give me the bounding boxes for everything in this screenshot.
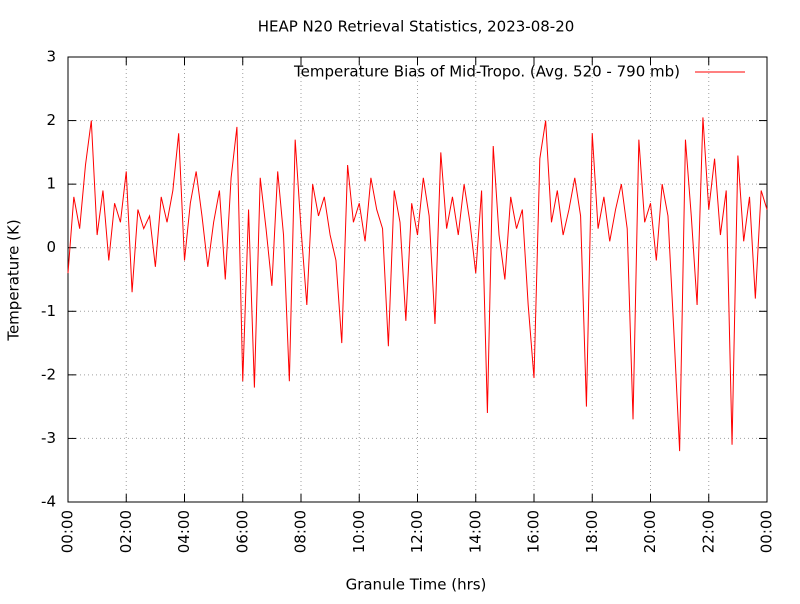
chart-title: HEAP N20 Retrieval Statistics, 2023-08-2… (258, 18, 575, 36)
x-tick-label: 16:00 (525, 510, 543, 553)
x-tick-label: 12:00 (408, 510, 426, 553)
x-tick-label: 06:00 (233, 510, 251, 553)
x-tick-label: 08:00 (292, 510, 310, 553)
x-tick-label: 22:00 (699, 510, 717, 553)
x-tick-label: 14:00 (466, 510, 484, 553)
x-tick-label: 20:00 (641, 510, 659, 553)
y-tick-label: 2 (46, 111, 56, 129)
y-tick-label: 3 (46, 48, 56, 66)
y-tick-label: -4 (41, 493, 56, 511)
data-line (67, 117, 768, 452)
x-axis-label: Granule Time (hrs) (346, 576, 487, 594)
x-tick-label: 10:00 (350, 510, 368, 553)
x-tick-label: 00:00 (59, 510, 77, 553)
plot-frame (67, 56, 768, 503)
y-tick-label: -2 (41, 365, 56, 383)
y-tick-label: -3 (41, 429, 56, 447)
y-axis-label: Temperature (K) (5, 219, 23, 341)
x-tick-label: 04:00 (175, 510, 193, 553)
y-tick-label: 1 (46, 175, 56, 193)
y-tick-label: -1 (41, 302, 56, 320)
legend-label: Temperature Bias of Mid-Tropo. (Avg. 520… (293, 63, 680, 81)
x-tick-label: 18:00 (583, 510, 601, 553)
x-tick-label: 02:00 (117, 510, 135, 553)
y-tick-label: 0 (46, 238, 56, 256)
x-tick-label: 00:00 (758, 510, 776, 553)
